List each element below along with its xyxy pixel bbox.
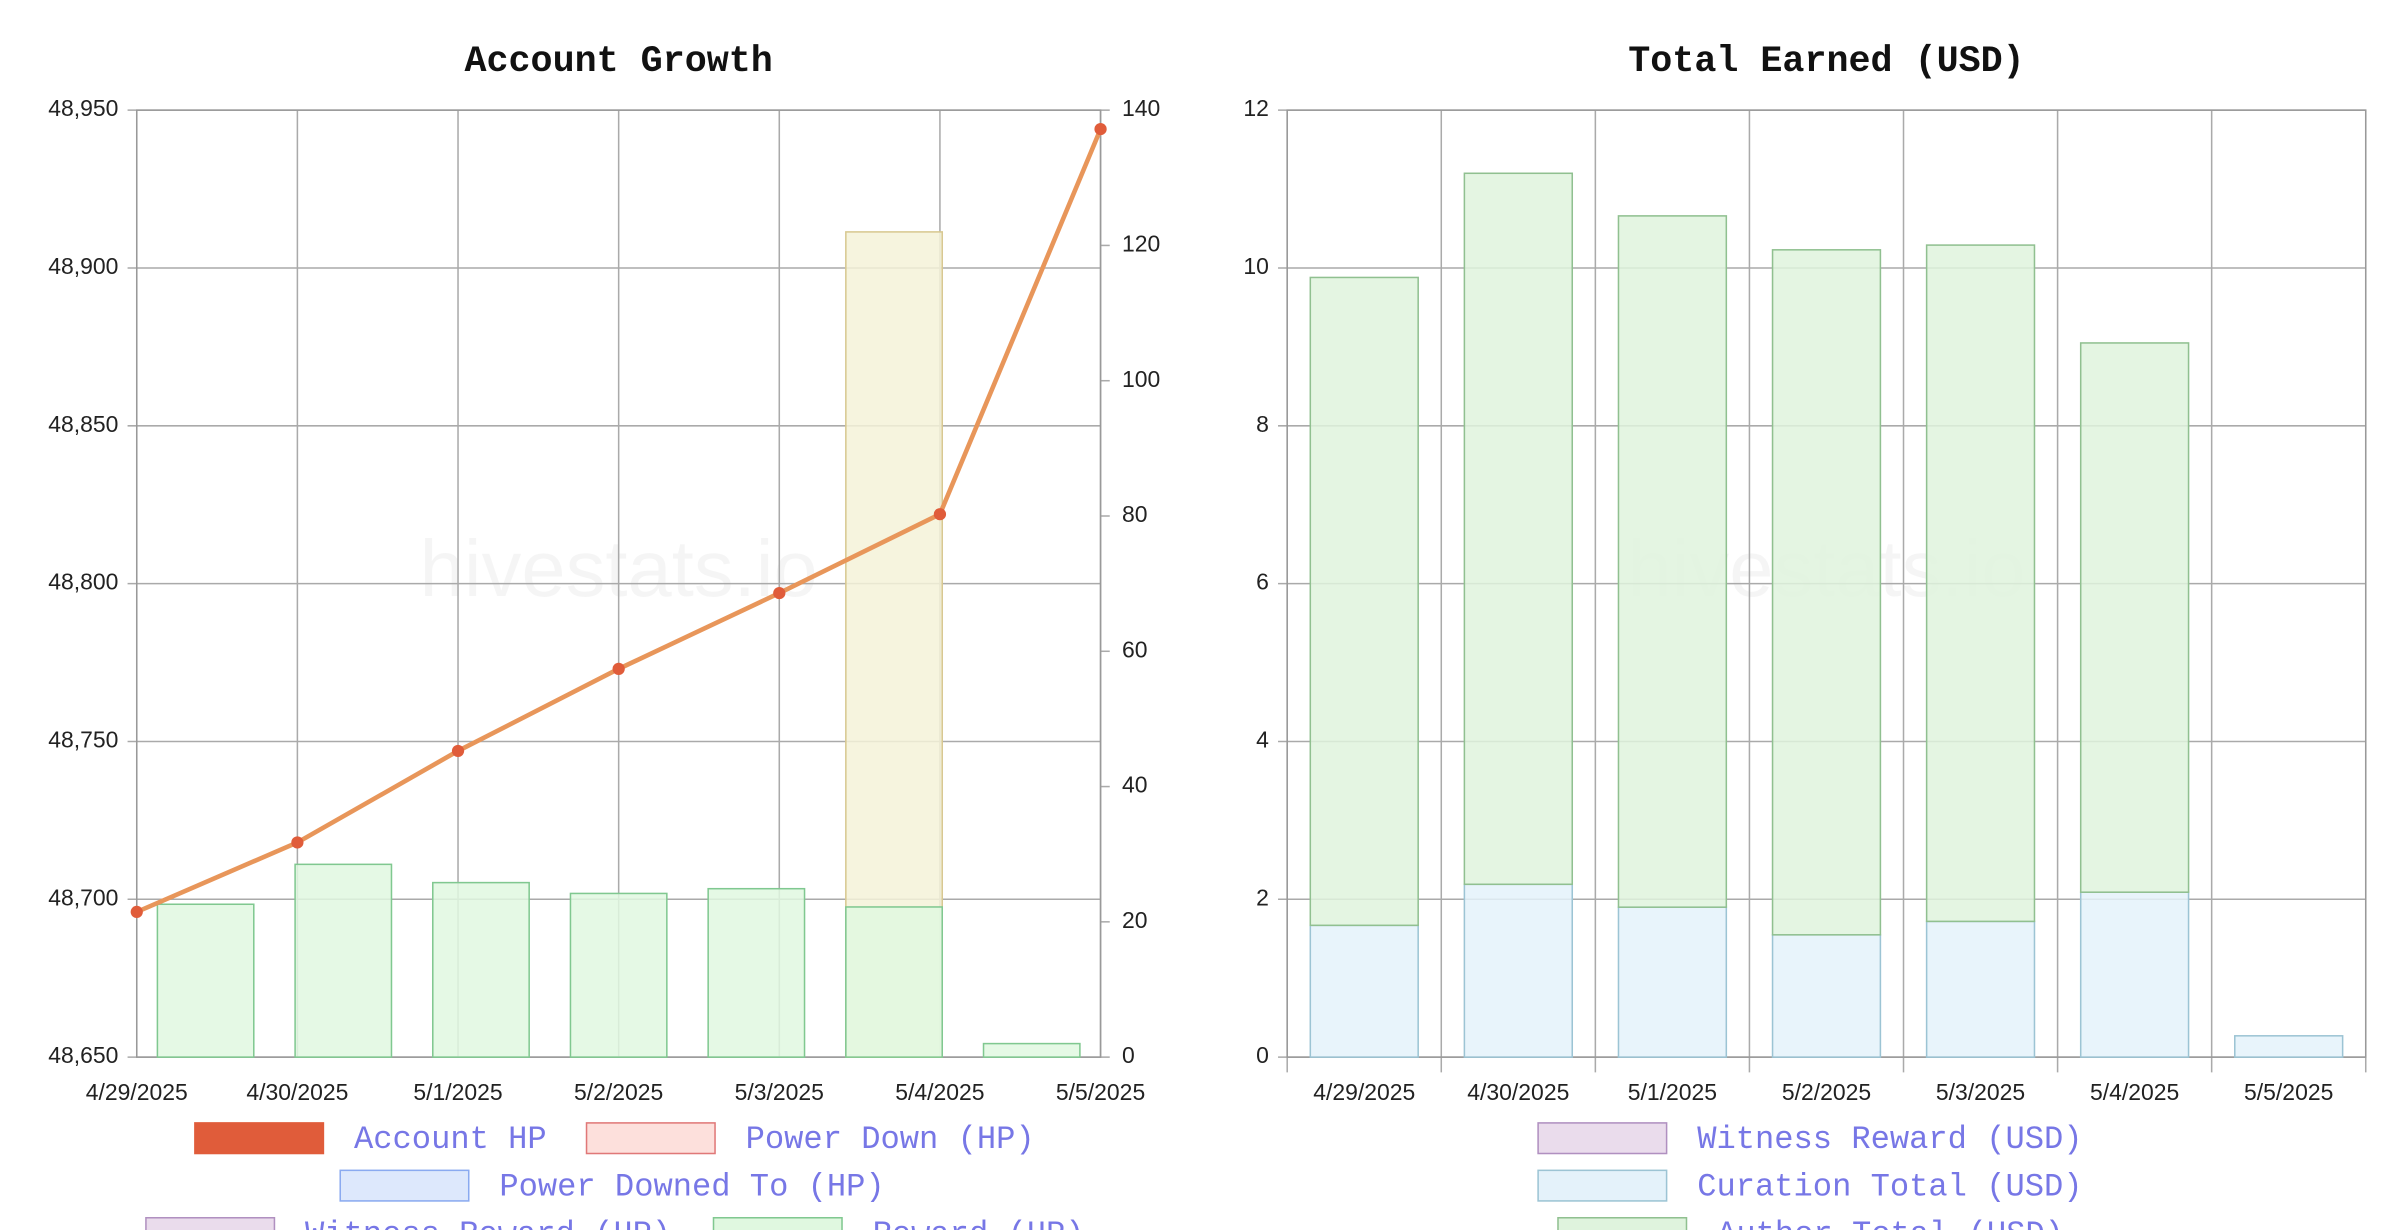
y-tick-label: 48,800	[48, 569, 118, 595]
y-tick-label: 8	[1256, 411, 1269, 437]
legend-swatch	[1557, 1216, 1688, 1230]
y-tick-label: 4	[1256, 727, 1269, 753]
bar	[1463, 883, 1574, 1058]
x-tick-label: 5/2/2025	[1782, 1079, 1871, 1105]
y2-tick-label: 120	[1122, 230, 1160, 256]
chart-title: Total Earned (USD)	[1628, 41, 2024, 83]
x-tick-label: 4/29/2025	[86, 1079, 188, 1105]
legend-swatch	[339, 1169, 470, 1202]
bar	[432, 881, 530, 1058]
legend-swatch	[712, 1216, 843, 1230]
bar	[1925, 920, 2036, 1058]
legend-label: Power Down (HP)	[746, 1121, 1035, 1158]
x-tick-label: 5/4/2025	[2090, 1079, 2179, 1105]
y2-tick-label: 140	[1122, 95, 1160, 121]
x-tick-label: 5/2/2025	[574, 1079, 663, 1105]
bar	[1463, 172, 1574, 886]
legend-swatch	[585, 1122, 716, 1155]
point	[451, 744, 465, 758]
bar	[845, 906, 943, 1058]
bar	[1925, 244, 2036, 923]
legend-label: Curation Total (USD)	[1697, 1169, 2082, 1206]
y-tick-label: 0	[1256, 1042, 1269, 1068]
bar	[1309, 276, 1419, 927]
y-tick-label: 48,650	[48, 1042, 118, 1068]
y-tick-label: 48,850	[48, 411, 118, 437]
legend-swatch	[1537, 1169, 1668, 1202]
y-tick-label: 48,700	[48, 884, 118, 910]
legend-swatch	[1537, 1122, 1668, 1155]
bar	[1771, 249, 1882, 936]
y-tick-label: 10	[1243, 253, 1269, 279]
y-tick-label: 48,900	[48, 253, 118, 279]
point	[130, 905, 143, 919]
point	[291, 836, 304, 849]
y-tick-label: 2	[1256, 884, 1269, 910]
bar	[156, 903, 255, 1058]
x-tick-label: 5/5/2025	[1056, 1079, 1145, 1105]
bar	[1617, 215, 1728, 908]
y2-tick-label: 80	[1122, 501, 1148, 527]
y2-tick-label: 0	[1122, 1042, 1135, 1068]
bar	[1771, 934, 1882, 1058]
bar	[1309, 924, 1419, 1058]
y-tick-label: 48,750	[48, 727, 118, 753]
x-tick-label: 5/1/2025	[1628, 1079, 1717, 1105]
legend-label: Author Total (USD)	[1717, 1216, 2064, 1230]
bar	[1617, 906, 1728, 1058]
point	[773, 586, 786, 600]
chart-title: Account Growth	[464, 41, 772, 83]
y2-tick-label: 20	[1122, 907, 1148, 933]
x-tick-label: 5/5/2025	[2244, 1079, 2333, 1105]
y2-tick-label: 100	[1122, 366, 1160, 392]
x-tick-label: 4/30/2025	[246, 1079, 348, 1105]
bar	[569, 892, 668, 1058]
legend-swatch	[145, 1216, 276, 1230]
point	[933, 508, 947, 521]
legend-label: Reward (HP)	[873, 1216, 1085, 1230]
x-tick-label: 4/29/2025	[1313, 1079, 1415, 1105]
legend-label: Witness Reward (HP)	[305, 1216, 671, 1230]
point	[1094, 122, 1107, 136]
y-tick-label: 6	[1256, 569, 1269, 595]
bar	[2234, 1035, 2344, 1058]
x-tick-label: 5/3/2025	[735, 1079, 824, 1105]
bar	[982, 1042, 1081, 1058]
bar	[2079, 891, 2190, 1058]
x-tick-label: 5/4/2025	[895, 1079, 984, 1105]
x-tick-label: 5/1/2025	[413, 1079, 502, 1105]
y-tick-label: 48,950	[48, 95, 118, 121]
y2-tick-label: 40	[1122, 772, 1148, 798]
legend-label: Account HP	[354, 1121, 547, 1158]
x-tick-label: 4/30/2025	[1467, 1079, 1569, 1105]
bar	[294, 863, 393, 1058]
x-tick-label: 5/3/2025	[1936, 1079, 2025, 1105]
y-tick-label: 12	[1243, 95, 1269, 121]
point	[612, 662, 625, 675]
y2-tick-label: 60	[1122, 636, 1148, 662]
legend-label: Witness Reward (USD)	[1697, 1121, 2082, 1158]
legend-swatch	[194, 1122, 325, 1155]
bar	[707, 887, 806, 1058]
bar	[2079, 342, 2190, 893]
legend-label: Power Downed To (HP)	[499, 1169, 884, 1206]
